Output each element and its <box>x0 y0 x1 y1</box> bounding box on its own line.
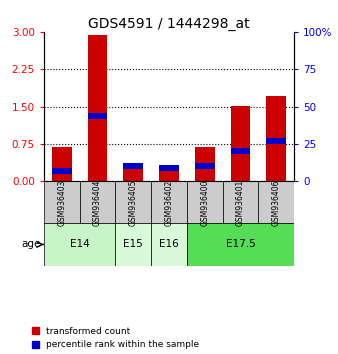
Title: GDS4591 / 1444298_at: GDS4591 / 1444298_at <box>88 17 250 31</box>
Bar <box>88 35 107 181</box>
Bar <box>44 223 115 266</box>
Legend: transformed count, percentile rank within the sample: transformed count, percentile rank withi… <box>31 327 199 349</box>
Bar <box>52 148 72 181</box>
Bar <box>187 223 294 266</box>
Bar <box>115 223 151 266</box>
Text: GSM936404: GSM936404 <box>93 179 102 225</box>
Bar <box>44 181 80 223</box>
Bar <box>258 181 294 223</box>
Text: GSM936402: GSM936402 <box>165 179 173 225</box>
Text: E14: E14 <box>70 239 90 250</box>
Text: GSM936403: GSM936403 <box>57 179 66 225</box>
Text: GSM936400: GSM936400 <box>200 179 209 225</box>
Bar <box>159 165 179 171</box>
Text: E16: E16 <box>159 239 179 250</box>
Bar <box>123 164 143 170</box>
Bar <box>195 164 215 170</box>
Bar <box>52 168 72 174</box>
Bar <box>151 223 187 266</box>
Text: GSM936406: GSM936406 <box>272 179 281 225</box>
Text: age: age <box>21 239 40 250</box>
Bar <box>266 96 286 181</box>
Bar <box>266 138 286 144</box>
Bar <box>195 148 215 181</box>
Bar <box>187 181 223 223</box>
Bar <box>223 181 258 223</box>
Text: E17.5: E17.5 <box>225 239 255 250</box>
Bar <box>123 164 143 181</box>
Bar <box>159 170 179 181</box>
Bar <box>151 181 187 223</box>
Bar <box>231 148 250 154</box>
Bar <box>231 105 250 181</box>
Bar <box>115 181 151 223</box>
Text: E15: E15 <box>123 239 143 250</box>
Text: GSM936405: GSM936405 <box>129 179 138 225</box>
Bar <box>80 181 115 223</box>
Bar <box>88 113 107 119</box>
Text: GSM936401: GSM936401 <box>236 179 245 225</box>
